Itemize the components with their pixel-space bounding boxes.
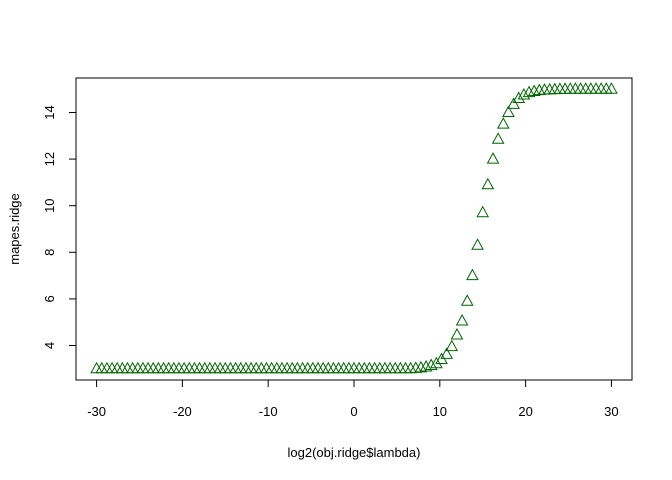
x-tick-label: -10	[259, 404, 278, 419]
data-point	[460, 294, 474, 306]
data-point	[502, 105, 515, 117]
data-point	[527, 84, 541, 97]
data-point	[430, 356, 443, 369]
data-point	[471, 238, 484, 250]
x-axis-title: log2(obj.ridge$lambda)	[288, 445, 421, 460]
y-axis: 4 6 8 10 12 14	[42, 105, 77, 349]
x-tick-label: 30	[604, 404, 618, 419]
y-axis-title: mapes.ridge	[7, 193, 22, 265]
data-point	[440, 347, 454, 359]
data-point	[419, 359, 433, 372]
x-tick-label: -30	[87, 404, 106, 419]
data-point	[445, 339, 459, 352]
data-point	[512, 91, 526, 104]
data-point	[414, 360, 428, 373]
y-tick-label: 12	[42, 152, 57, 166]
y-tick-label: 4	[42, 342, 57, 349]
data-point	[522, 85, 536, 98]
data-point	[605, 82, 618, 94]
y-tick-label: 6	[42, 295, 57, 302]
x-tick-label: 10	[433, 404, 447, 419]
x-tick-label: 20	[518, 404, 532, 419]
y-tick-label: 14	[42, 105, 57, 119]
x-tick-label: -20	[173, 404, 192, 419]
data-point	[424, 358, 438, 371]
plot-box	[75, 77, 633, 381]
data-point	[455, 314, 469, 326]
data-point	[507, 97, 520, 109]
data-point	[486, 152, 500, 164]
y-tick-label: 10	[42, 198, 57, 212]
data-point	[450, 327, 464, 340]
data-points	[90, 82, 618, 374]
data-point	[491, 132, 505, 144]
x-axis: -30 -20 -10 0 10 20 30	[87, 379, 619, 419]
data-point	[481, 177, 495, 190]
data-point	[517, 87, 531, 100]
y-tick-label: 8	[42, 249, 57, 256]
data-point	[496, 117, 510, 129]
data-point	[476, 205, 490, 218]
data-point	[466, 268, 479, 281]
x-tick-label: 0	[350, 404, 357, 419]
